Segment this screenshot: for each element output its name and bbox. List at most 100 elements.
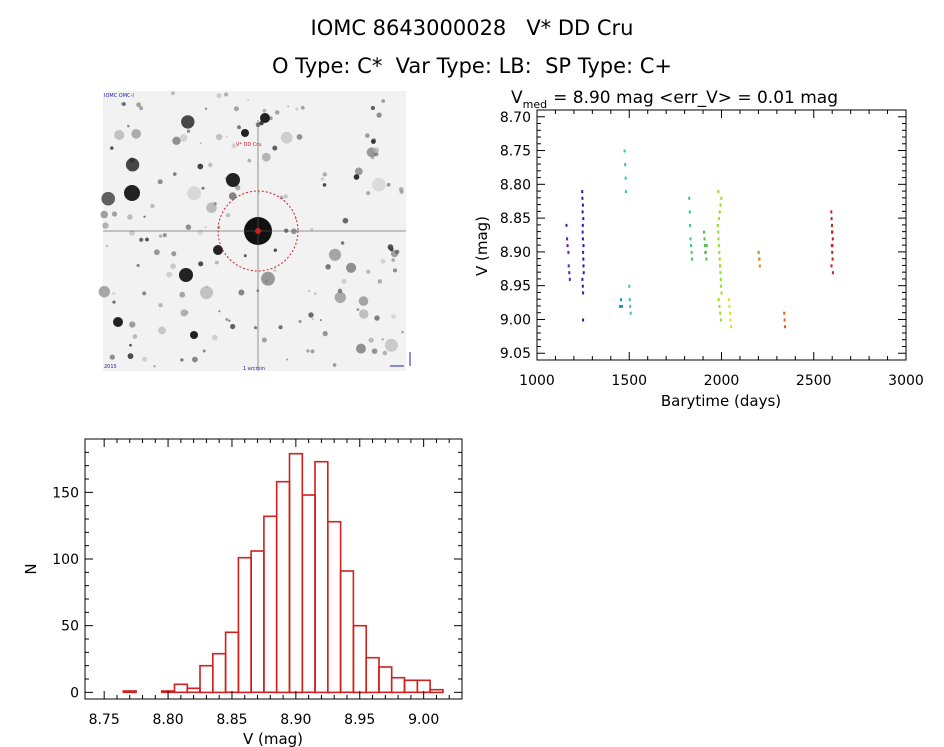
data-point [730,325,733,329]
histogram-bar [390,676,406,694]
image-label-target: V* DD Cru [236,142,262,148]
star [98,286,111,298]
star [158,303,163,308]
star [296,134,303,140]
lc-xtick-label: 2500 [796,373,832,389]
star [334,291,346,304]
data-point [830,210,833,214]
star [300,105,305,110]
star [377,279,382,284]
star [247,158,252,163]
data-point [624,190,627,194]
star [166,271,173,278]
star [112,291,116,296]
hist-xtick-label: 8.75 [89,712,120,728]
data-point [582,257,585,261]
light-curve-points [565,149,834,329]
data-point [718,304,721,308]
light-curve-ticks: 1000 1500 2000 2500 3000 8.70 8.75 8.80 8.85 8.90… [500,110,924,389]
data-point [624,163,627,167]
star [401,330,404,334]
star [208,162,213,168]
data-point [688,196,691,200]
data-point [568,271,571,275]
star [356,343,366,354]
star [122,102,126,106]
star [247,98,250,102]
star [295,107,299,111]
lc-ytick-label: 8.80 [500,177,531,193]
data-point [690,244,693,248]
star [142,356,148,362]
hist-xtick-label: 8.95 [344,712,375,728]
star [153,365,156,368]
data-point [623,149,626,153]
star [337,288,343,293]
histogram-bar [288,452,304,694]
data-point [629,311,632,315]
data-point [581,277,584,281]
star [179,134,188,142]
histogram-ticks: 8.75 8.80 8.85 8.90 8.95 9.00 0 50 100 150 [52,438,463,728]
star [186,129,191,133]
star [243,254,247,258]
star [340,241,345,245]
star [233,106,239,112]
star [395,249,400,254]
histogram-bar [314,460,329,694]
star [198,261,204,267]
star [105,244,109,248]
star [235,185,241,191]
data-point [566,237,569,241]
data-point [783,318,786,322]
star [102,222,109,229]
star [228,192,237,200]
star [136,263,140,268]
data-point [582,217,585,221]
star [322,183,327,187]
star [346,262,357,273]
star [218,310,221,313]
star [310,349,315,354]
star [215,133,223,141]
star [365,133,370,138]
light-curve-xlabel: Barytime (days) [661,392,781,410]
lc-ytick-label: 8.90 [500,245,531,261]
star [286,358,289,361]
star [192,356,198,363]
data-point [718,217,721,221]
star [213,202,217,206]
star [261,152,271,162]
data-point [582,318,585,322]
star [197,163,204,170]
histogram-bar [263,515,278,694]
histogram-bar [199,664,214,694]
histogram-bar [403,679,419,694]
star [157,179,163,185]
star [368,337,374,343]
star [273,248,277,252]
star [185,224,192,230]
star [139,237,144,242]
star [180,358,184,362]
histogram-bar [301,494,316,694]
star [110,146,114,150]
hist-ytick-label: 0 [70,685,79,701]
data-point [720,196,723,200]
star [283,194,288,199]
histogram-bar [212,652,227,694]
histogram-bar [352,624,367,694]
star [100,210,108,219]
star [332,363,337,367]
data-point [719,318,722,322]
image-label-top-left: IOMC OMC-I [104,93,134,99]
title-rest: = 8.90 mag <err_V> = 0.01 mag [553,88,838,108]
star [131,129,141,139]
star [370,105,375,111]
data-point [717,244,720,248]
star [272,145,278,151]
star [298,319,302,324]
data-point [728,304,731,308]
data-point [831,271,834,275]
star [129,321,136,328]
